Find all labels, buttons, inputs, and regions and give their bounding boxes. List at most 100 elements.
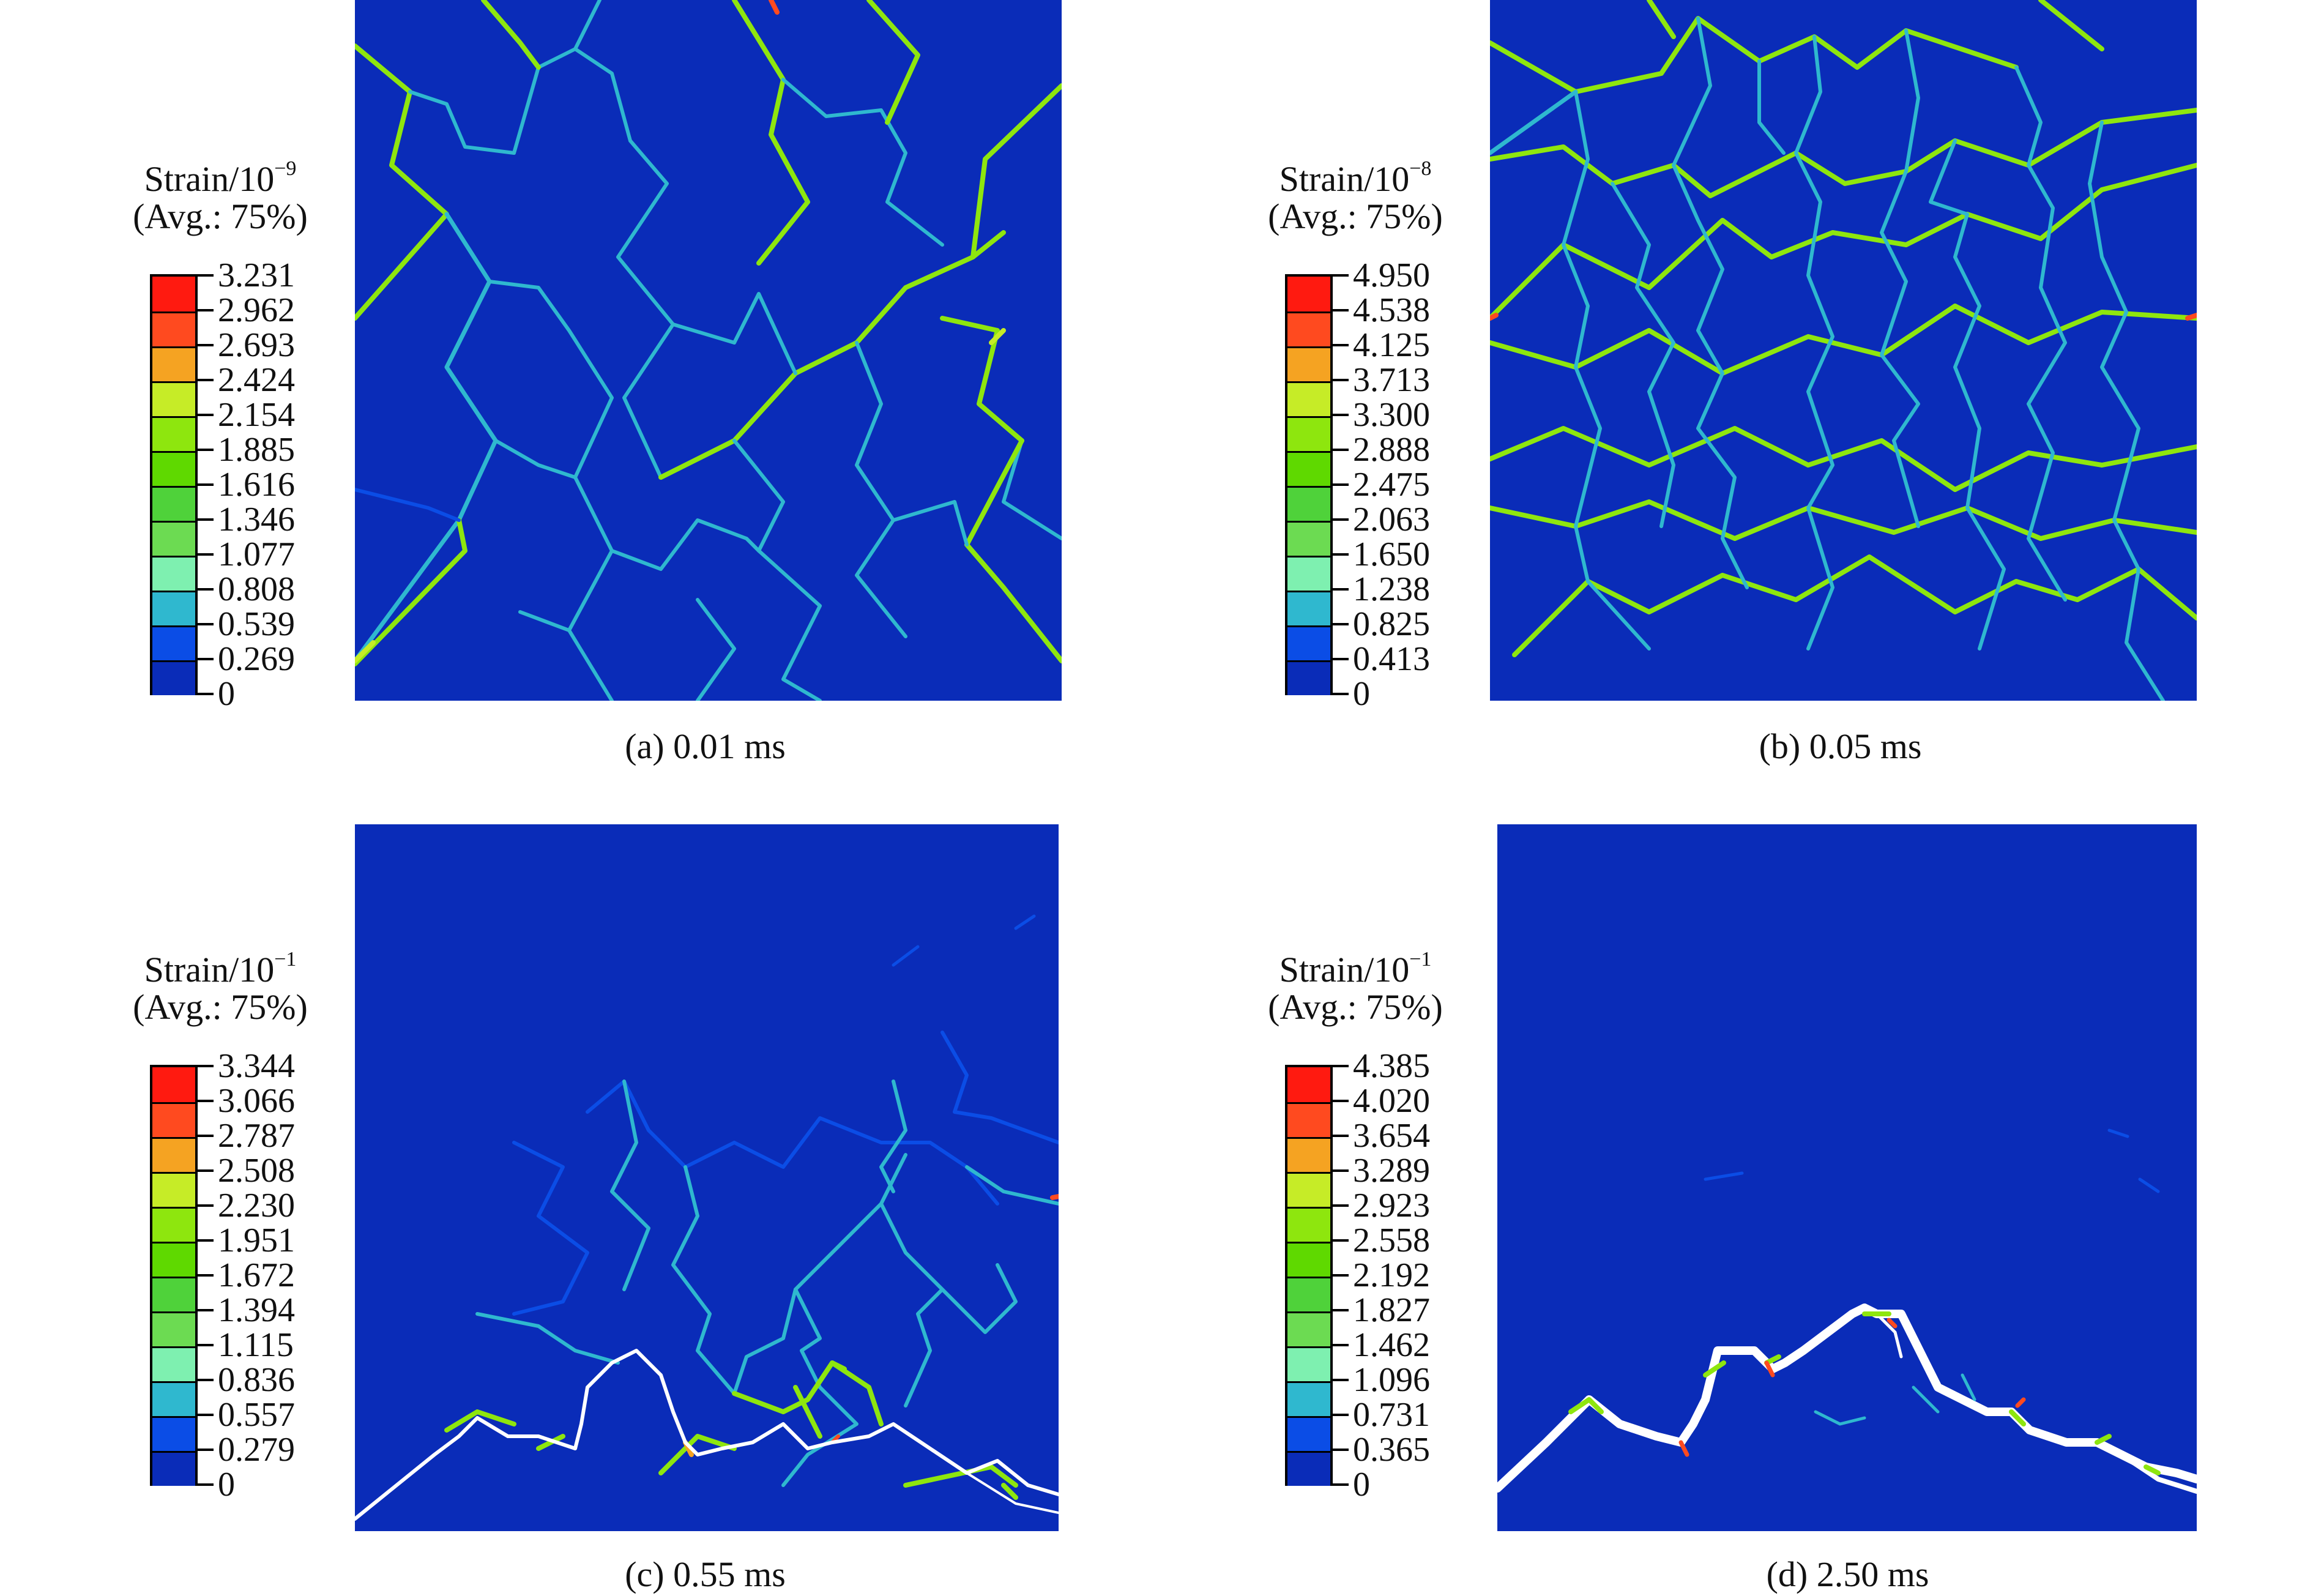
colorbar-tick-label: 2.154 — [218, 396, 295, 434]
strain-band — [940, 1031, 1059, 1144]
colorbar-tick-label: 0 — [218, 1466, 235, 1504]
colorbar-tick — [195, 623, 214, 625]
colorbar-tick-label: 0.808 — [218, 570, 295, 608]
strain-band — [1568, 1397, 1604, 1414]
panel-b: Strain/10−8 (Avg.: 75%) 4.950 4.538 4.125 3… — [1135, 0, 2292, 791]
colorbar-tick — [1330, 1379, 1349, 1381]
colorbar-tick — [195, 588, 214, 591]
strain-band — [1912, 1385, 1940, 1414]
colorbar-swatch — [152, 311, 195, 346]
strain-band — [616, 139, 675, 479]
strain-band — [355, 43, 449, 321]
colorbar-tick — [195, 1239, 214, 1242]
colorbar-swatch — [152, 416, 195, 451]
colorbar-tick-label: 2.787 — [218, 1117, 295, 1155]
caption-a: (a) 0.01 ms — [625, 726, 786, 766]
colorbar-tick — [1330, 693, 1349, 695]
strain-band — [903, 1464, 1018, 1488]
colorbar-swatch — [1287, 277, 1330, 311]
strain-band — [2015, 1397, 2026, 1408]
strain-band — [536, 1434, 565, 1451]
legend-title: Strain/10−8 — [1279, 157, 1432, 199]
legend-a: Strain/10−9 (Avg.: 75%) 3.231 2.962 2.693 2… — [0, 0, 367, 791]
legend-d: Strain/10−1 (Avg.: 75%) 4.385 4.020 3.654 3… — [1135, 791, 1502, 1581]
strain-contour-svg — [355, 0, 1062, 701]
colorbar-swatch — [152, 591, 195, 625]
colorbar-tick-label: 2.888 — [1353, 431, 1430, 469]
colorbar-tick-label: 3.066 — [218, 1082, 295, 1120]
legend-subtitle: (Avg.: 75%) — [1268, 987, 1443, 1027]
strain-band — [355, 212, 498, 663]
colorbar-swatch — [1287, 591, 1330, 625]
colorbar-swatch — [152, 277, 195, 311]
strain-band — [2185, 313, 2197, 321]
colorbar-tick-label: 2.558 — [1353, 1221, 1430, 1259]
colorbar-tick-label: 0.539 — [218, 605, 295, 643]
colorbar-tick — [195, 414, 214, 416]
colorbar-tick — [1330, 274, 1349, 277]
colorbar-tick — [195, 1204, 214, 1207]
strain-band — [781, 1288, 859, 1487]
strain-band — [732, 0, 810, 266]
legend-title: Strain/10−1 — [1279, 948, 1432, 990]
colorbar-swatch — [1287, 486, 1330, 521]
caption-c: (c) 0.55 ms — [625, 1554, 786, 1594]
colorbar-tick-label: 3.231 — [218, 256, 295, 294]
colorbar-tick-label: 2.424 — [218, 361, 295, 399]
colorbar-tick — [195, 274, 214, 277]
strain-band — [879, 1080, 907, 1193]
colorbar-tick — [1330, 1274, 1349, 1277]
colorbar-tick — [195, 1483, 214, 1486]
colorbar — [1285, 274, 1333, 695]
strain-band — [610, 518, 761, 571]
colorbar-tick-label: 0.279 — [218, 1431, 295, 1469]
colorbar-tick-label: 4.125 — [1353, 326, 1430, 364]
colorbar-tick-label: 2.192 — [1353, 1256, 1430, 1294]
legend-subtitle: (Avg.: 75%) — [1268, 196, 1443, 236]
strain-band — [2138, 1177, 2160, 1193]
strain-band — [2014, 65, 2067, 602]
strain-band — [512, 1141, 589, 1316]
strain-band — [573, 0, 602, 51]
strain-band — [586, 1080, 999, 1206]
colorbar-swatch — [1287, 1416, 1330, 1451]
colorbar-tick-label: 1.951 — [218, 1221, 295, 1259]
colorbar-tick — [1330, 553, 1349, 556]
strain-band — [732, 439, 822, 701]
colorbar-tick-label: 1.650 — [1353, 535, 1430, 573]
colorbar-tick — [195, 1414, 214, 1416]
strain-band — [1961, 1373, 1976, 1401]
colorbar-tick — [195, 1379, 214, 1381]
legend-title: Strain/10−9 — [144, 157, 297, 199]
colorbar-tick — [1330, 1100, 1349, 1102]
colorbar-tick-label: 2.962 — [218, 291, 295, 329]
strain-band — [1490, 499, 2197, 541]
strain-band — [964, 438, 1062, 663]
colorbar-tick-label: 0 — [1353, 1466, 1370, 1504]
strain-band — [781, 78, 944, 247]
colorbar — [150, 274, 198, 695]
strain-band — [892, 500, 969, 546]
colorbar-swatch — [1287, 556, 1330, 591]
strain-band — [1794, 35, 1834, 651]
strain-contour-plot-a — [355, 0, 1062, 701]
colorbar-swatch — [1287, 1277, 1330, 1311]
strain-band — [1764, 1360, 1775, 1378]
colorbar-tick — [1330, 1204, 1349, 1207]
crack-segment — [1497, 1303, 2197, 1493]
colorbar-tick — [1330, 1344, 1349, 1346]
colorbar-swatch — [1287, 381, 1330, 416]
colorbar-swatch — [1287, 451, 1330, 486]
strain-band — [518, 610, 571, 632]
strain-band — [1929, 139, 2006, 651]
strain-contour-svg — [1497, 824, 2197, 1531]
colorbar-tick — [195, 344, 214, 346]
colorbar-tick-label: 1.115 — [218, 1326, 294, 1364]
colorbar-tick — [195, 1169, 214, 1172]
strain-band — [1814, 1410, 1866, 1426]
colorbar-swatch — [152, 1207, 195, 1242]
crack-segment — [966, 1472, 1059, 1514]
colorbar-tick — [1330, 588, 1349, 591]
colorbar-tick-label: 0 — [218, 675, 235, 713]
strain-band — [1490, 108, 2197, 198]
